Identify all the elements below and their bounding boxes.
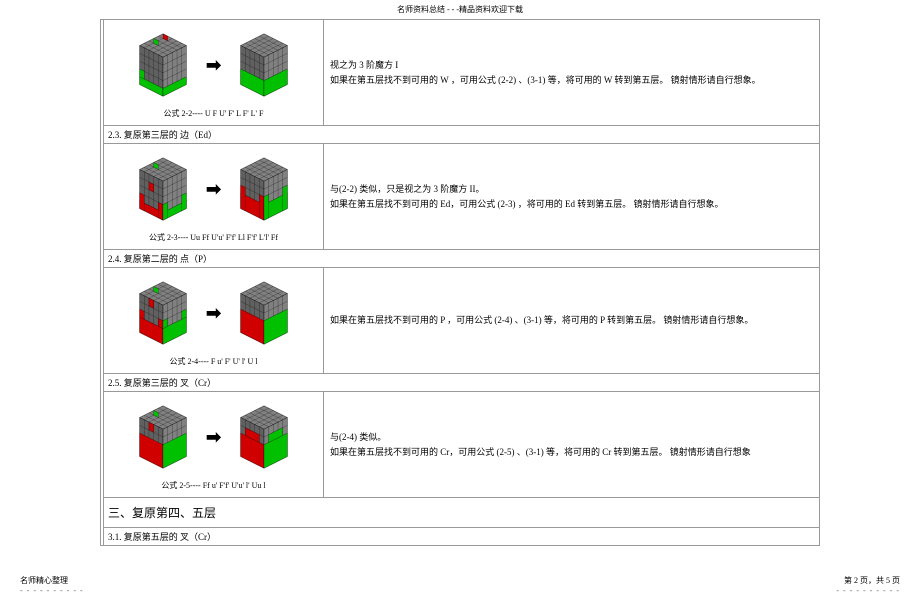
desc-2-5-line2: 如果在第五层找不到可用的 Cr，可用公式 (2-5) 、(3-1) 等，将可用的… (330, 445, 813, 459)
heading-3: 三、复原第四、五层 (104, 498, 819, 528)
desc-2-3: 与(2-2) 类似，只是视之为 3 阶魔方 II。 如果在第五层找不到可用的 E… (324, 144, 819, 249)
section-title-2-3: 2.3. 复原第三层的 边（Ed） (104, 126, 819, 144)
cube-2-4-before (124, 274, 202, 352)
footer-dots-left: - - - - - - - - - - (20, 586, 84, 595)
formula-2-4: 公式 2-4---- F u' F' U' l' U l (108, 354, 319, 369)
formula-cell-2-2: ➡ 公式 2-2---- U F U' F' L F' L' F (104, 20, 324, 125)
desc-2-4: 如果在第五层找不到可用的 P ，可用公式 (2-4) 、(3-1) 等，将可用的… (324, 268, 819, 373)
formula-cell-2-4: ➡ 公式 2-4---- F u' F' U' l' U l (104, 268, 324, 373)
footer-left: 名师精心整理 (20, 575, 84, 586)
page-header: 名师资料总结 - - -精品资料欢迎下载 (0, 0, 920, 19)
section-title-3-1: 3.1. 复原第五层的 叉（Cr） (104, 528, 819, 545)
section-2-2: ➡ 公式 2-2---- U F U' F' L F' L' F 视之为 3 阶… (104, 20, 819, 126)
formula-2-3: 公式 2-3---- Uu Ff U'u' F'f' Ll F'f' L'l' … (108, 230, 319, 245)
desc-2-2: 视之为 3 阶魔方 I 如果在第五层找不到可用的 W ，可用公式 (2-2) 、… (324, 20, 819, 125)
formula-2-5: 公式 2-5---- Ff u' F'f' U'u' l' Uu l (108, 478, 319, 493)
formula-cell-2-5: ➡ 公式 2-5---- Ff u' F'f' U'u' l' Uu l (104, 392, 324, 497)
formula-2-2: 公式 2-2---- U F U' F' L F' L' F (108, 106, 319, 121)
section-title-2-4: 2.4. 复原第二层的 点（P） (104, 250, 819, 268)
footer-dots-right: - - - - - - - - - - (836, 586, 900, 595)
section-title-2-5: 2.5. 复原第三层的 叉（Cr） (104, 374, 819, 392)
cube-2-3-before (124, 150, 202, 228)
desc-2-5: 与(2-4) 类似。 如果在第五层找不到可用的 Cr，可用公式 (2-5) 、(… (324, 392, 819, 497)
cube-2-2-after (225, 26, 303, 104)
arrow-icon: ➡ (206, 303, 221, 324)
cube-2-4-after (225, 274, 303, 352)
main-content: ➡ 公式 2-2---- U F U' F' L F' L' F 视之为 3 阶… (100, 19, 820, 546)
desc-2-2-line2: 如果在第五层找不到可用的 W ，可用公式 (2-2) 、(3-1) 等，将可用的… (330, 73, 813, 87)
desc-2-4-line1: 如果在第五层找不到可用的 P ，可用公式 (2-4) 、(3-1) 等，将可用的… (330, 313, 813, 327)
arrow-icon: ➡ (206, 179, 221, 200)
cube-2-5-after (225, 398, 303, 476)
footer-right: 第 2 页，共 5 页 (836, 575, 900, 586)
cube-2-5-before (124, 398, 202, 476)
section-2-3: 2.3. 复原第三层的 边（Ed） ➡ 公式 2-3---- Uu Ff U'u… (104, 126, 819, 250)
page-footer: 名师精心整理 - - - - - - - - - - 第 2 页，共 5 页 -… (0, 575, 920, 595)
arrow-icon: ➡ (206, 55, 221, 76)
desc-2-3-line2: 如果在第五层找不到可用的 Ed，可用公式 (2-3) ，将可用的 Ed 转到第五… (330, 197, 813, 211)
formula-cell-2-3: ➡ 公式 2-3---- Uu Ff U'u' F'f' Ll F'f' L'l… (104, 144, 324, 249)
section-2-5: 2.5. 复原第三层的 叉（Cr） ➡ 公式 2-5---- Ff u' F'f… (104, 374, 819, 498)
desc-2-5-line1: 与(2-4) 类似。 (330, 430, 813, 444)
arrow-icon: ➡ (206, 427, 221, 448)
section-2-4: 2.4. 复原第二层的 点（P） ➡ 公式 2-4---- F u' F' U'… (104, 250, 819, 374)
cube-2-2-before (124, 26, 202, 104)
cube-2-3-after (225, 150, 303, 228)
desc-2-3-line1: 与(2-2) 类似，只是视之为 3 阶魔方 II。 (330, 182, 813, 196)
desc-2-2-line1: 视之为 3 阶魔方 I (330, 58, 813, 72)
